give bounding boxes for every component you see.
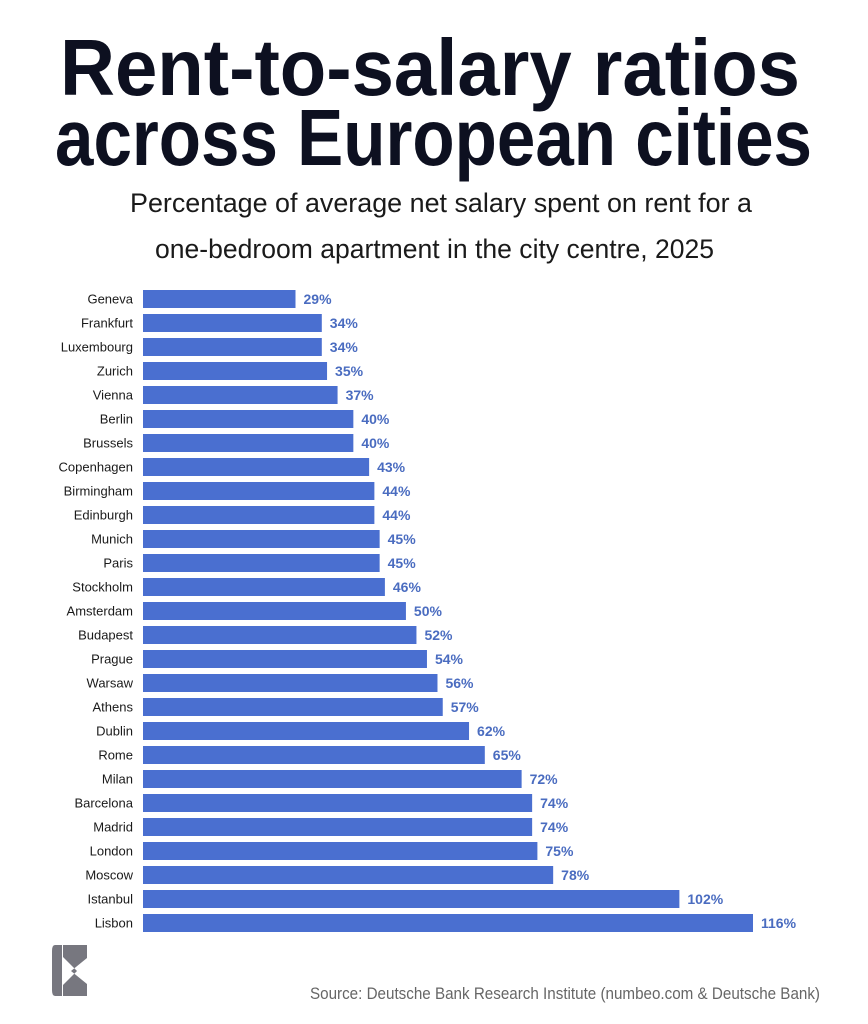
bar-geneva <box>143 290 296 308</box>
category-label: Brussels <box>83 436 133 451</box>
data-label: 116% <box>761 915 797 931</box>
bar-birmingham <box>143 482 375 500</box>
bar-berlin <box>143 410 354 428</box>
data-label: 34% <box>330 339 359 355</box>
category-label: Prague <box>91 652 133 667</box>
bar-stockholm <box>143 578 385 596</box>
bar-moscow <box>143 866 554 884</box>
bar-zurich <box>143 362 328 380</box>
bar-brussels <box>143 434 354 452</box>
category-label: Amsterdam <box>67 604 133 619</box>
chart-subtitle-line-2: one-bedroom apartment in the city centre… <box>155 234 714 264</box>
bars-group: Geneva 29% Frankfurt 34% Luxembourg 34% Zurich… <box>59 290 797 932</box>
category-label: Copenhagen <box>59 460 133 475</box>
data-label: 56% <box>445 675 474 691</box>
data-label: 37% <box>346 387 375 403</box>
bar-edinburgh <box>143 506 375 524</box>
category-label: Milan <box>102 772 133 787</box>
data-label: 75% <box>545 843 574 859</box>
data-label: 29% <box>304 291 333 307</box>
source-note: Source: Deutsche Bank Research Institute… <box>310 984 820 1003</box>
data-label: 44% <box>382 507 411 523</box>
category-label: Barcelona <box>74 796 133 811</box>
category-label: Budapest <box>78 628 133 643</box>
category-label: Moscow <box>85 868 133 883</box>
bar-vienna <box>143 386 338 404</box>
category-label: Birmingham <box>64 484 133 499</box>
data-label: 52% <box>424 627 453 643</box>
category-label: Edinburgh <box>74 508 133 523</box>
data-label: 40% <box>361 411 390 427</box>
data-label: 50% <box>414 603 443 619</box>
data-label: 34% <box>330 315 359 331</box>
category-label: Zurich <box>97 364 133 379</box>
category-label: Athens <box>93 700 134 715</box>
data-label: 43% <box>377 459 406 475</box>
category-label: Munich <box>91 532 133 547</box>
bar-milan <box>143 770 522 788</box>
bar-rome <box>143 746 485 764</box>
bar-copenhagen <box>143 458 370 476</box>
category-label: Lisbon <box>95 916 133 931</box>
bar-warsaw <box>143 674 438 692</box>
bar-lisbon <box>143 914 753 932</box>
bar-luxembourg <box>143 338 322 356</box>
category-label: Stockholm <box>72 580 133 595</box>
category-label: Frankfurt <box>81 316 133 331</box>
category-label: Dublin <box>96 724 133 739</box>
data-label: 45% <box>388 555 417 571</box>
bar-madrid <box>143 818 533 836</box>
category-label: Luxembourg <box>61 340 133 355</box>
category-label: Paris <box>103 556 133 571</box>
category-label: Vienna <box>93 388 134 403</box>
bar-munich <box>143 530 380 548</box>
bar-frankfurt <box>143 314 322 332</box>
category-label: Berlin <box>100 412 133 427</box>
data-label: 62% <box>477 723 506 739</box>
chart-title-line-2: across European cities <box>55 93 812 182</box>
data-label: 57% <box>451 699 480 715</box>
category-label: Madrid <box>93 820 133 835</box>
bar-amsterdam <box>143 602 406 620</box>
data-label: 40% <box>361 435 390 451</box>
data-label: 74% <box>540 795 569 811</box>
bar-istanbul <box>143 890 680 908</box>
category-label: London <box>90 844 133 859</box>
data-label: 65% <box>493 747 522 763</box>
chart-title-line-1: Rent-to-salary ratios <box>60 23 800 112</box>
bar-paris <box>143 554 380 572</box>
e-logo-icon <box>52 945 87 996</box>
chart-subtitle-line-1: Percentage of average net salary spent o… <box>130 188 753 218</box>
bar-budapest <box>143 626 417 644</box>
category-label: Geneva <box>87 292 133 307</box>
category-label: Istanbul <box>87 892 133 907</box>
data-label: 102% <box>687 891 723 907</box>
data-label: 54% <box>435 651 464 667</box>
data-label: 74% <box>540 819 569 835</box>
category-label: Rome <box>98 748 133 763</box>
bar-prague <box>143 650 427 668</box>
bar-london <box>143 842 538 860</box>
bar-athens <box>143 698 443 716</box>
category-label: Warsaw <box>87 676 134 691</box>
bar-barcelona <box>143 794 533 812</box>
data-label: 46% <box>393 579 422 595</box>
data-label: 72% <box>530 771 559 787</box>
data-label: 78% <box>561 867 590 883</box>
bar-dublin <box>143 722 470 740</box>
data-label: 35% <box>335 363 364 379</box>
data-label: 45% <box>388 531 417 547</box>
data-label: 44% <box>382 483 411 499</box>
